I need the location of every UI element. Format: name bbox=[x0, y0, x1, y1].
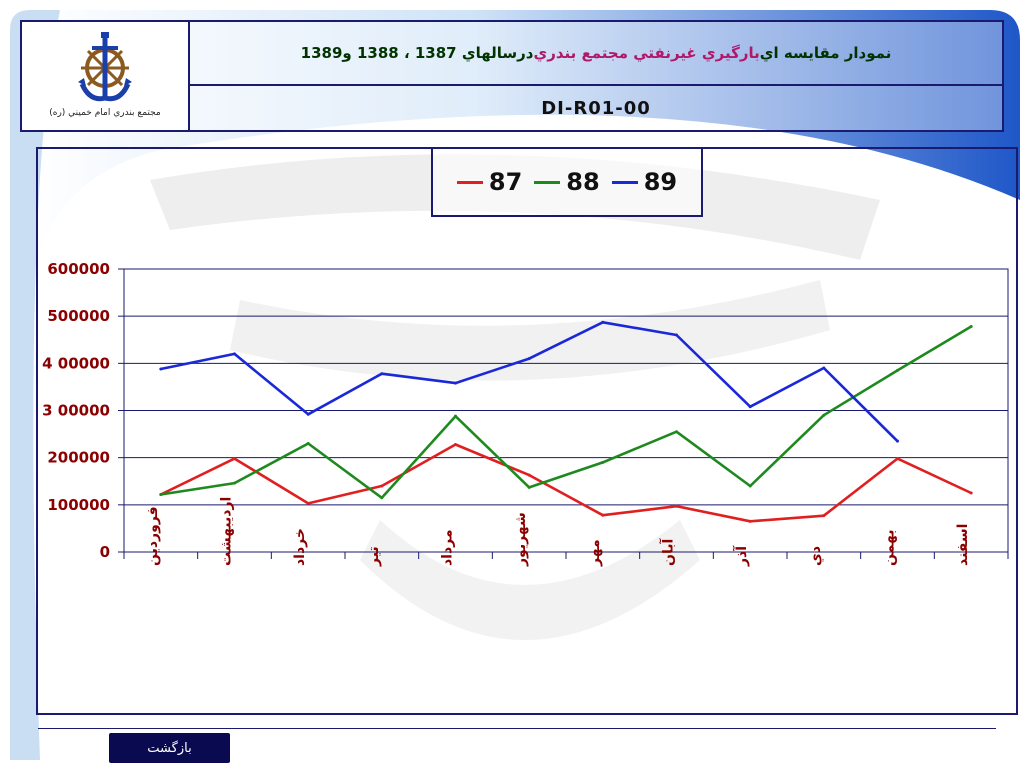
data-point-89 bbox=[454, 381, 457, 385]
logo-caption: مجتمع بندري امام خميني (ره) bbox=[49, 108, 161, 118]
data-point-88 bbox=[380, 496, 384, 500]
series-line-89 bbox=[160, 321, 899, 443]
data-point-89 bbox=[601, 320, 605, 324]
x-tick-label: اسفند bbox=[955, 524, 971, 566]
data-point-88 bbox=[601, 460, 605, 464]
data-point-88 bbox=[675, 430, 678, 434]
x-tick-label: فروردين bbox=[145, 506, 161, 566]
data-point-87 bbox=[896, 457, 899, 461]
y-tick-label: 200000 bbox=[47, 449, 110, 467]
x-tick-label: خرداد bbox=[292, 528, 308, 566]
legend-item-89: 89 bbox=[611, 168, 678, 196]
legend-item-88: 88 bbox=[534, 168, 600, 196]
chart-title: نمودار مقايسه اي بارگيري غيرنفتي مجتمع ب… bbox=[190, 22, 1002, 86]
title-cell: نمودار مقايسه اي بارگيري غيرنفتي مجتمع ب… bbox=[190, 22, 1002, 130]
data-point-87 bbox=[527, 473, 531, 477]
data-point-87 bbox=[601, 513, 605, 517]
data-point-88 bbox=[527, 485, 531, 489]
x-tick-label: مهر bbox=[587, 539, 603, 567]
y-tick-label: 3 00000 bbox=[42, 402, 110, 420]
y-tick-label: 100000 bbox=[47, 496, 110, 514]
document-code: DI-R01-00 bbox=[541, 97, 651, 119]
title-highlight: بارگيري غيرنفتي مجتمع بندري bbox=[533, 44, 760, 62]
x-tick-label: شهريور bbox=[513, 512, 529, 567]
x-tick-label: آذر bbox=[732, 545, 750, 567]
anchor-logo-icon bbox=[78, 32, 132, 102]
series-line-87 bbox=[160, 443, 972, 523]
data-point-88 bbox=[454, 414, 457, 418]
logo-cell: مجتمع بندري امام خميني (ره) bbox=[22, 22, 190, 130]
data-point-89 bbox=[675, 333, 678, 337]
back-button[interactable]: بازگشت bbox=[109, 733, 230, 763]
data-point-88 bbox=[159, 492, 163, 496]
data-point-87 bbox=[969, 491, 973, 495]
legend-swatch-88 bbox=[534, 180, 561, 184]
x-tick-label: دي bbox=[808, 546, 825, 566]
data-point-88 bbox=[822, 413, 826, 417]
data-point-89 bbox=[748, 405, 752, 409]
x-tick-label: ارديبهشت bbox=[219, 497, 235, 566]
legend-label-89: 89 bbox=[643, 168, 678, 196]
x-tick-label: مرداد bbox=[440, 529, 456, 566]
data-point-89 bbox=[527, 357, 531, 361]
legend-swatch-89 bbox=[611, 180, 638, 184]
x-tick-label: بهمن bbox=[882, 530, 898, 566]
footer-divider bbox=[38, 728, 996, 729]
data-point-89 bbox=[306, 412, 310, 416]
y-tick-label: 0 bbox=[100, 543, 110, 561]
data-point-87 bbox=[748, 519, 752, 523]
y-tick-label: 4 00000 bbox=[42, 354, 110, 372]
data-point-88 bbox=[748, 484, 752, 488]
data-point-87 bbox=[822, 514, 826, 518]
data-point-88 bbox=[969, 325, 973, 329]
title-part-1: نمودار مقايسه اي bbox=[759, 44, 892, 62]
data-point-89 bbox=[822, 366, 826, 370]
x-tick-label: آبان bbox=[659, 538, 677, 566]
data-point-89 bbox=[896, 439, 899, 443]
header-table: مجتمع بندري امام خميني (ره) نمودار مقايس… bbox=[20, 20, 1004, 132]
data-point-88 bbox=[233, 481, 236, 485]
data-point-87 bbox=[233, 457, 236, 461]
chart-legend: 87 88 89 bbox=[431, 147, 703, 217]
data-point-89 bbox=[380, 372, 384, 376]
data-point-88 bbox=[896, 368, 899, 372]
x-tick-label: تير bbox=[366, 546, 382, 567]
data-point-87 bbox=[454, 442, 457, 446]
data-point-87 bbox=[380, 484, 384, 488]
legend-swatch-87 bbox=[456, 180, 483, 184]
data-point-87 bbox=[675, 504, 678, 508]
data-point-89 bbox=[233, 352, 236, 356]
title-part-2: درسالهاي 1387 ، 1388 و1389 bbox=[300, 44, 534, 62]
data-point-88 bbox=[306, 442, 310, 446]
legend-label-88: 88 bbox=[566, 168, 600, 196]
legend-label-87: 87 bbox=[488, 168, 523, 196]
legend-item-87: 87 bbox=[456, 168, 523, 196]
data-point-87 bbox=[306, 501, 310, 505]
series-line-88 bbox=[160, 325, 972, 500]
y-tick-label: 600000 bbox=[47, 260, 110, 278]
data-point-89 bbox=[159, 367, 163, 371]
y-tick-label: 500000 bbox=[47, 307, 110, 325]
